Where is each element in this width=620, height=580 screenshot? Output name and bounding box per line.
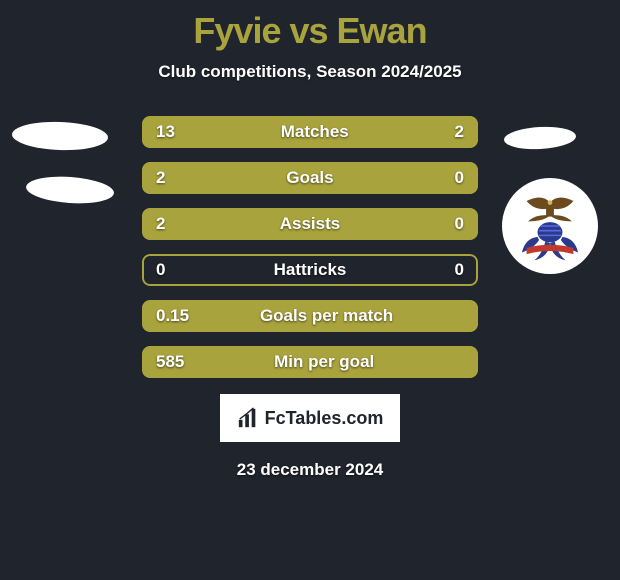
stat-label: Assists: [165, 214, 454, 234]
stat-value-right: 0: [455, 168, 478, 188]
footer-date: 23 december 2024: [0, 460, 620, 480]
stat-value-left: 0.15: [142, 306, 189, 326]
player2-name: Ewan: [337, 10, 427, 51]
stat-value-left: 2: [142, 168, 165, 188]
stat-value-left: 585: [142, 352, 184, 372]
stat-row: 13Matches2: [142, 116, 478, 148]
fctables-branding: FcTables.com: [220, 394, 400, 442]
subtitle: Club competitions, Season 2024/2025: [0, 62, 620, 82]
stat-label: Goals: [165, 168, 454, 188]
stat-value-left: 13: [142, 122, 175, 142]
fctables-text: FcTables.com: [265, 408, 384, 429]
bars-icon: [237, 407, 259, 429]
stat-row: 2Assists0: [142, 208, 478, 240]
player1-name: Fyvie: [193, 10, 280, 51]
stat-row: 2Goals0: [142, 162, 478, 194]
stat-value-right: 0: [455, 260, 478, 280]
stat-value-right: 0: [455, 214, 478, 234]
stat-row: 585Min per goal: [142, 346, 478, 378]
stat-label: Hattricks: [165, 260, 454, 280]
comparison-title: Fyvie vs Ewan: [0, 0, 620, 52]
stat-label: Min per goal: [184, 352, 464, 372]
vs-text: vs: [289, 10, 327, 51]
stat-label: Matches: [175, 122, 455, 142]
stat-value-left: 0: [142, 260, 165, 280]
stat-row: 0.15Goals per match: [142, 300, 478, 332]
stat-row: 0Hattricks0: [142, 254, 478, 286]
stat-value-right: 2: [455, 122, 478, 142]
stats-area: 13Matches22Goals02Assists00Hattricks00.1…: [0, 116, 620, 378]
stat-label: Goals per match: [189, 306, 464, 326]
stat-value-left: 2: [142, 214, 165, 234]
